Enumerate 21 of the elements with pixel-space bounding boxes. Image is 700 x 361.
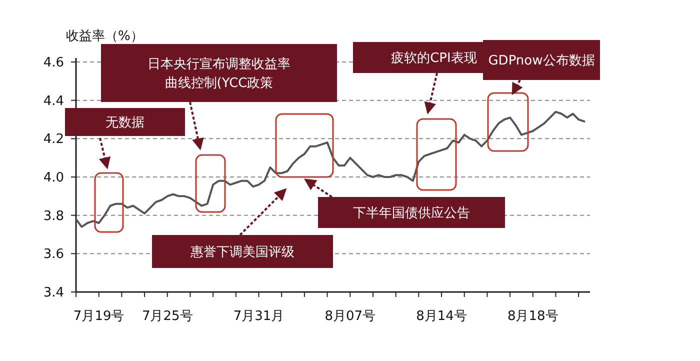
annotation: 无数据 (106, 116, 144, 131)
y-tick-label: 4.4 (43, 94, 64, 109)
line-series (75, 110, 586, 228)
x-tick-label: 7月19号 (73, 309, 124, 324)
y-tick-label: 4.2 (43, 132, 64, 148)
x-tick-label: 8月18号 (507, 309, 558, 324)
y-tick-label: 3.8 (43, 208, 64, 224)
y-axis-title: 收益率（%） (66, 28, 144, 44)
y-tick-label: 3.4 (43, 286, 64, 301)
y-tick-label: 4.6 (43, 56, 64, 71)
annotation: 疲软的CPI表现 (391, 51, 477, 66)
annotation: 下半年国债供应公告 (353, 205, 470, 222)
x-tick-label: 8月14号 (416, 309, 467, 324)
annotation: 惠誉下调美国评级 (190, 244, 294, 260)
annotation: GDPnow公布数据 (488, 54, 595, 69)
y-tick-label: 4.0 (43, 170, 64, 186)
annotation: 日本央行宣布调整收益率曲线控制(YCC政策 (148, 56, 290, 92)
x-tick-label: 7月31月 (233, 309, 284, 324)
y-tick-label: 3.6 (43, 247, 64, 262)
x-tick-label: 8月07号 (324, 309, 376, 324)
x-tick-label: 7月25号 (142, 309, 193, 324)
